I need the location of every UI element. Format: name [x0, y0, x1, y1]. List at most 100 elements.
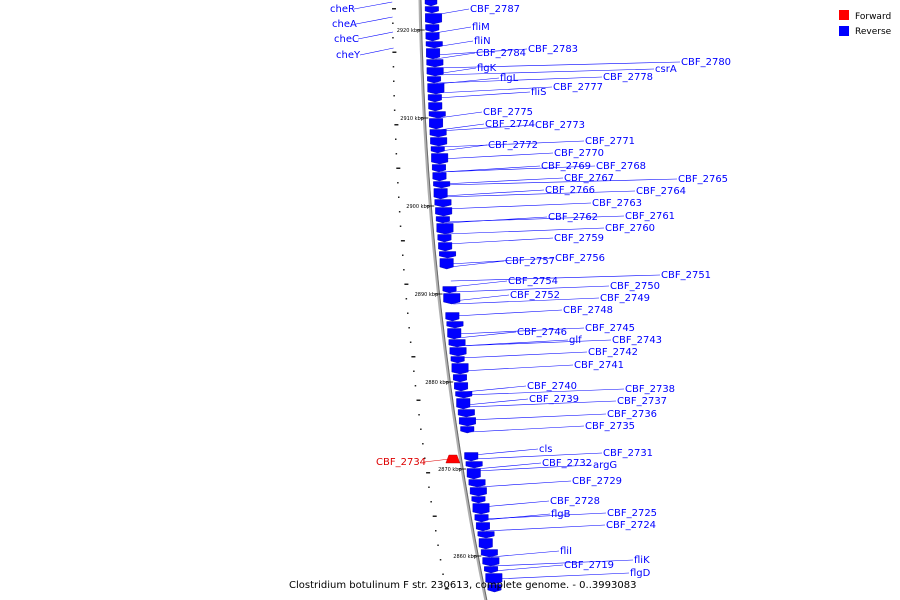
label-leader-line	[438, 123, 485, 131]
reverse-gene-block	[425, 13, 442, 25]
reverse-gene-block	[474, 514, 489, 523]
reverse-gene-block	[476, 522, 490, 532]
kbp-tick-label: 2920 kbp	[397, 28, 421, 34]
label-leader-line	[475, 464, 593, 472]
legend-swatch-forward	[839, 10, 849, 20]
feature-dot	[398, 211, 401, 213]
gene-label: CBF_2728	[550, 496, 600, 507]
reverse-gene-block	[428, 102, 443, 112]
gene-label: cheC	[334, 34, 359, 45]
feature-dot	[428, 486, 430, 488]
gene-label: csrA	[655, 64, 677, 75]
label-leader-line	[452, 294, 510, 302]
label-leader-line	[478, 480, 572, 488]
reverse-gene-block	[472, 503, 490, 515]
label-leader-line	[440, 152, 554, 160]
gene-label: CBF_2737	[617, 396, 667, 407]
label-leader-line	[439, 140, 585, 148]
reverse-gene-block	[443, 293, 461, 305]
label-leader-line	[441, 165, 541, 173]
label-leader-line	[481, 500, 550, 508]
feature-dot	[395, 138, 397, 140]
reverse-gene-block	[432, 172, 447, 182]
gene-label: flgD	[630, 568, 651, 579]
label-leader-line	[443, 189, 545, 197]
gene-label: flgL	[500, 73, 519, 84]
gene-label: CBF_2764	[636, 186, 686, 197]
gene-label: CBF_2724	[606, 520, 656, 531]
reverse-gene-block	[459, 417, 476, 427]
feature-dots	[392, 8, 449, 590]
label-leader-line	[464, 385, 527, 393]
gene-label: cls	[539, 444, 553, 455]
label-leader-line	[436, 86, 553, 94]
label-leader-line	[438, 111, 483, 119]
feature-dot	[400, 240, 405, 242]
reverse-gene-block	[450, 356, 465, 364]
reverse-gene-block	[487, 584, 502, 593]
feature-dot	[403, 269, 405, 271]
gene-label: CBF_2748	[563, 305, 613, 316]
kbp-tick-label: 2870 kbp	[438, 467, 462, 473]
feature-dot	[409, 341, 412, 343]
gene-label: CBF_2765	[678, 174, 728, 185]
reverse-gene-block	[426, 48, 440, 60]
forward-gene-block	[445, 454, 461, 464]
label-leader-line	[442, 178, 678, 186]
feature-dot	[392, 51, 397, 53]
feature-dot	[393, 95, 395, 97]
label-leader-line	[435, 61, 681, 69]
gene-label: CBF_2739	[529, 394, 579, 405]
label-leader-line	[443, 190, 636, 198]
reverse-gene-block	[435, 207, 453, 217]
label-leader-line	[486, 524, 606, 532]
gene-label: CBF_2757	[505, 256, 555, 267]
reverse-gene-block	[466, 468, 481, 480]
label-leader-line	[454, 309, 563, 317]
gene-label: CBF_2775	[483, 107, 533, 118]
label-leader-line	[436, 77, 500, 85]
label-leader-line	[474, 452, 603, 460]
feature-dot	[397, 182, 399, 184]
genome-backbone	[418, 0, 488, 600]
reverse-gene-block	[468, 479, 486, 488]
feature-dot	[413, 370, 415, 372]
kbp-ticks: 2920 kbp 2910 kbp 2900 kbp 2890 kbp 2880 kbp…	[397, 28, 482, 560]
label-leader-line	[355, 16, 393, 25]
label-leader-line	[359, 47, 394, 56]
gene-label: CBF_2774	[485, 119, 535, 130]
label-leader-line	[449, 260, 505, 268]
label-leader-line	[466, 400, 617, 408]
label-leader-line	[444, 202, 592, 210]
reverse-gene-block	[430, 146, 445, 154]
feature-dot	[430, 501, 432, 503]
gene-label: CBF_2750	[610, 281, 660, 292]
label-leader-lines	[353, 1, 681, 580]
kbp-tick-label: 2890 kbp	[415, 292, 439, 298]
feature-dot	[408, 327, 410, 329]
label-leader-line	[434, 8, 470, 16]
feature-dot	[402, 254, 404, 256]
gene-label: fliI	[560, 546, 572, 557]
gene-label: CBF_2743	[612, 335, 662, 346]
reverse-gene-block	[431, 153, 449, 165]
backbone-edge	[420, 0, 488, 600]
label-leader-line	[490, 550, 560, 558]
reverse-gene-block	[454, 382, 468, 392]
feature-dot	[393, 80, 395, 82]
feature-dot	[439, 559, 442, 561]
label-leader-line	[450, 274, 661, 282]
feature-dot	[422, 443, 424, 445]
gene-label: CBF_2787	[470, 4, 520, 15]
gene-label: CBF_2766	[545, 185, 595, 196]
gene-label: cheR	[330, 4, 355, 15]
reverse-gene-block	[424, 0, 438, 7]
gene-label: fliK	[634, 555, 650, 566]
gene-label: CBF_2742	[588, 347, 638, 358]
label-leader-line	[436, 67, 477, 75]
feature-dot	[426, 472, 431, 474]
gene-label: CBF_2783	[528, 44, 578, 55]
legend: Forward Reverse	[839, 10, 892, 37]
gene-label: CBF_2751	[661, 270, 711, 281]
